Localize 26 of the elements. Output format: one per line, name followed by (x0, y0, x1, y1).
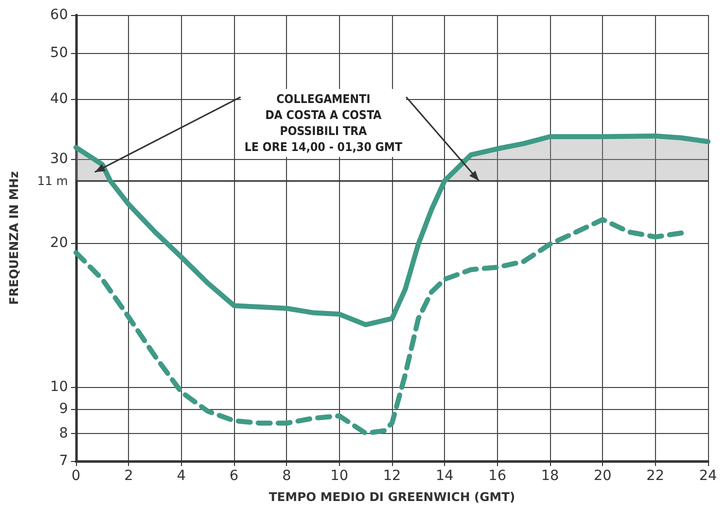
y-axis-title: FREQUENZA IN MHz (7, 171, 21, 305)
x-tick-label: 2 (124, 468, 134, 484)
x-tick-label: 4 (176, 468, 186, 484)
y-tick-label: 60 (50, 7, 68, 23)
x-tick-label: 8 (282, 468, 292, 484)
y-tick-label: 7 (59, 453, 68, 469)
x-tick-label: 22 (646, 468, 664, 484)
y-tick-label: 9 (59, 400, 68, 417)
x-tick-label: 18 (541, 468, 559, 484)
x-tick-label: 10 (330, 468, 348, 484)
y-tick-label: 10 (50, 378, 68, 395)
x-tick-label: 6 (230, 468, 239, 484)
x-tick-label: 24 (699, 468, 717, 484)
y-tick-label: 20 (50, 235, 68, 252)
y-tick-label: 40 (50, 91, 68, 108)
annotation: COLLEGAMENTI DA COSTA A COSTA POSSIBILI TRA LE ORE 14,00 - 01,30 GMT (240, 89, 406, 158)
y-tick-label: 30 (50, 150, 68, 167)
x-tick-label: 20 (594, 468, 612, 484)
x-tick-label: 14 (436, 468, 454, 484)
ref-line-label: 11 m (37, 174, 68, 188)
x-tick-label: 16 (488, 468, 506, 484)
x-tick-label: 0 (72, 468, 80, 484)
y-tick-label: 50 (50, 44, 68, 61)
y-tick-label: 8 (59, 425, 68, 442)
x-axis-title: TEMPO MEDIO DI GREENWICH (GMT) (268, 490, 516, 504)
x-tick-label: 12 (383, 468, 401, 484)
